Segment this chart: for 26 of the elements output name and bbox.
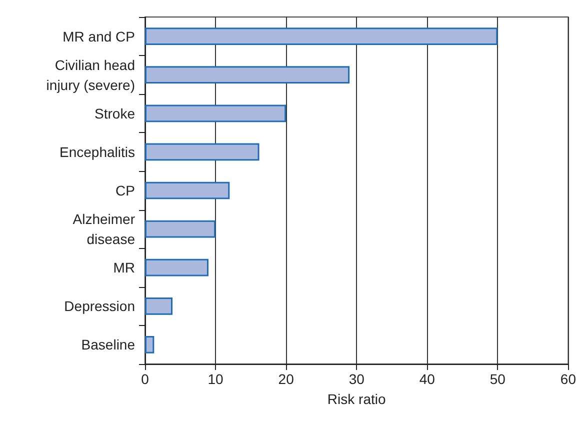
bar [145,336,154,354]
y-tick-label: CP [116,182,135,198]
x-tick-label: 20 [278,371,294,387]
x-tick-label: 0 [141,371,150,387]
y-tick-label: Baseline [81,336,136,353]
y-tick-label: Stroke [94,105,136,122]
bar [145,220,216,238]
x-tick-label: 50 [490,371,506,387]
x-tick-label: 40 [419,371,436,387]
y-tick-label: Civilian head injury (severe) [46,56,135,93]
y-tick-label: Encephalitis [60,144,135,160]
bar [145,182,230,200]
y-tick-label: Alzheimer disease [72,211,136,248]
y-tick-label: MR and CP [62,28,135,44]
bar [145,104,286,122]
x-tick-label: 30 [348,371,365,387]
bar [145,297,173,315]
x-tick-label: 60 [560,371,576,387]
bar [145,66,350,84]
x-axis-title: Risk ratio [327,391,386,407]
y-tick-label: Depression [64,298,135,314]
x-tick-label: 10 [208,371,224,387]
bar [145,28,498,45]
y-tick-label: MR [113,260,135,276]
bar [145,258,208,276]
bar [145,143,260,161]
